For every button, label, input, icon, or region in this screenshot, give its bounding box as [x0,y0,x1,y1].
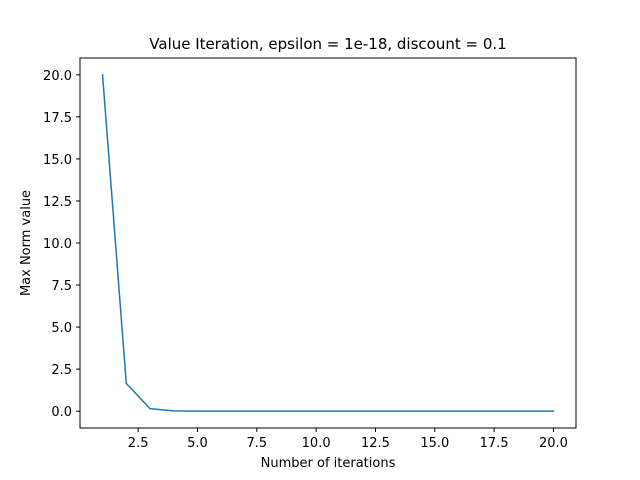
y-ticks: 0.0 2.5 5.0 7.5 10.0 12.5 15.0 17.5 20.0 [43,69,80,420]
y-tick-label: 15.0 [43,153,72,168]
chart-title: Value Iteration, epsilon = 1e-18, discou… [149,35,506,53]
x-tick-label: 10.0 [302,436,331,451]
y-tick-label: 7.5 [51,279,72,294]
x-tick-label: 2.5 [128,436,149,451]
series-line [101,74,555,412]
x-ticks: 2.5 5.0 7.5 10.0 12.5 15.0 17.5 20.0 [128,428,568,451]
x-tick-label: 12.5 [361,436,390,451]
x-tick-label: 17.5 [480,436,509,451]
y-axis-label: Max Norm value [19,190,34,296]
plot-area [80,58,576,428]
x-tick-label: 7.5 [246,436,267,451]
y-tick-label: 5.0 [51,321,72,336]
x-tick-label: 20.0 [539,436,568,451]
x-tick-label: 5.0 [187,436,208,451]
y-tick-label: 0.0 [51,405,72,420]
y-tick-label: 17.5 [43,111,72,126]
x-axis-label: Number of iterations [261,456,396,471]
y-tick-label: 2.5 [51,363,72,378]
x-tick-label: 15.0 [420,436,449,451]
y-tick-label: 10.0 [43,237,72,252]
y-tick-label: 20.0 [43,69,72,84]
y-tick-label: 12.5 [43,195,72,210]
series-layer [101,74,555,412]
plot-frame [79,57,577,429]
